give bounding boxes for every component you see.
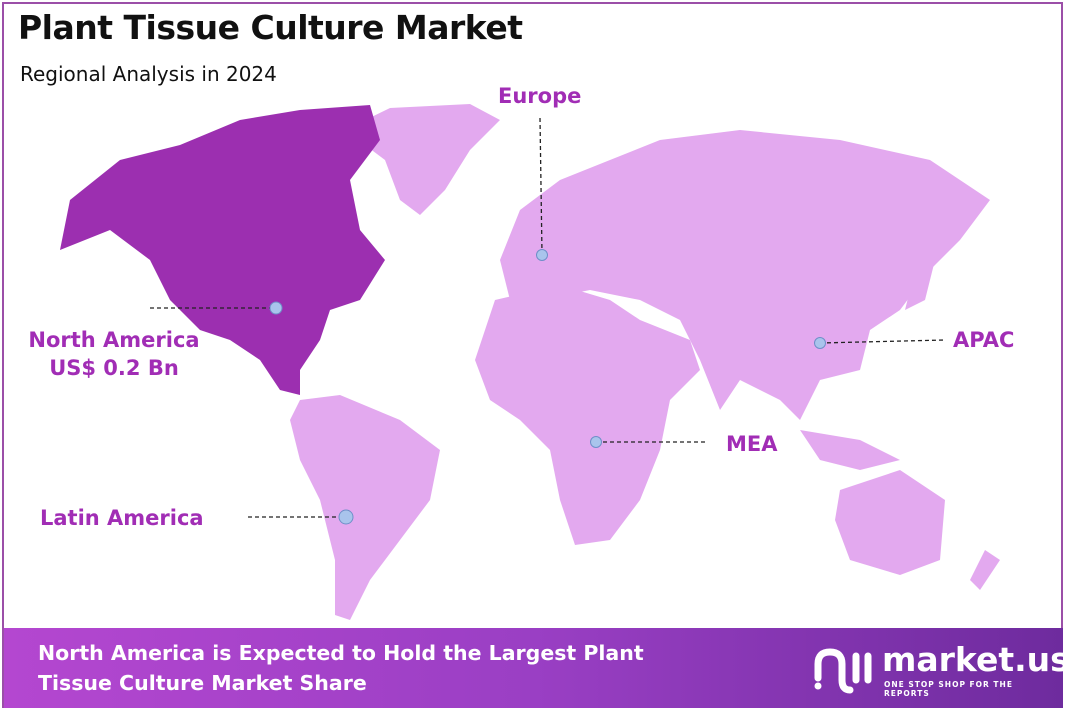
logo-tagline: ONE STOP SHOP FOR THE REPORTS — [884, 680, 1013, 698]
region-new-zealand — [970, 550, 1000, 590]
region-greenland — [345, 104, 500, 215]
logo-mark-icon — [814, 648, 872, 694]
marker-latin-america — [338, 509, 354, 525]
footer-line-1: North America is Expected to Hold the La… — [38, 641, 644, 665]
logo-name: market.us — [882, 640, 1067, 679]
label-north-america-name: North America — [28, 328, 200, 352]
label-apac: APAC — [953, 328, 1015, 352]
region-latin-america — [290, 395, 440, 620]
page-subtitle: Regional Analysis in 2024 — [20, 62, 277, 86]
marker-apac — [814, 337, 826, 349]
region-europe-asia — [500, 130, 990, 420]
region-north-america — [60, 105, 385, 395]
region-japan — [905, 250, 935, 310]
marker-mea — [590, 436, 602, 448]
region-mea — [475, 285, 700, 545]
label-europe: Europe — [498, 84, 582, 108]
leader-line-europe — [539, 117, 543, 255]
footer-line-2: Tissue Culture Market Share — [38, 671, 367, 695]
label-north-america-value: US$ 0.2 Bn — [49, 356, 179, 380]
footer-banner: North America is Expected to Hold the La… — [4, 628, 1067, 708]
label-latin-america: Latin America — [40, 506, 204, 530]
region-australia — [835, 470, 945, 575]
region-southeast-asia — [800, 430, 900, 470]
marker-north-america — [269, 301, 283, 315]
page-title: Plant Tissue Culture Market — [18, 8, 523, 47]
footer-text: North America is Expected to Hold the La… — [38, 638, 644, 698]
marker-europe — [536, 249, 548, 261]
market-us-logo: market.us ONE STOP SHOP FOR THE REPORTS — [810, 640, 1067, 698]
label-mea: MEA — [726, 432, 778, 456]
label-north-america: North America US$ 0.2 Bn — [14, 326, 214, 382]
